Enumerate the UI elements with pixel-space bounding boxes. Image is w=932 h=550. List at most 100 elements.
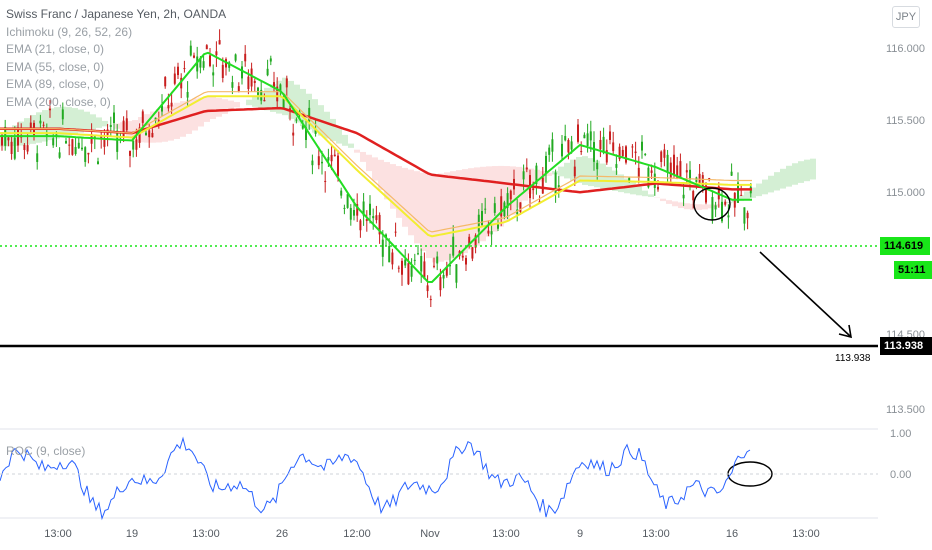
candle-body <box>253 80 256 84</box>
candle-body <box>468 236 471 245</box>
cloud-segment <box>84 111 90 132</box>
currency-badge[interactable]: JPY <box>892 6 920 28</box>
candle-body <box>436 256 439 264</box>
candle-body <box>385 234 387 238</box>
ema-lines <box>0 51 752 284</box>
symbol-title[interactable]: Swiss Franc / Japanese Yen, 2h, OANDA <box>6 7 227 21</box>
cloud-segment <box>756 183 762 197</box>
candle-body <box>397 267 400 269</box>
candle-body <box>58 152 61 158</box>
candle-body <box>724 201 727 205</box>
roc-axis-label: 1.00 <box>890 428 911 440</box>
legend-ema-55[interactable]: EMA (55, close, 0) <box>6 59 105 74</box>
candle-body <box>13 137 16 159</box>
cloud-segment <box>708 204 714 209</box>
candle-body <box>359 220 362 231</box>
legend-ema-21[interactable]: EMA (21, close, 0) <box>6 42 105 56</box>
cloud-segment <box>444 172 450 261</box>
candle-body <box>81 147 83 150</box>
candle-body <box>609 131 611 140</box>
candle-body <box>730 171 733 176</box>
candle-body <box>343 207 346 209</box>
time-label: Nov <box>420 528 440 540</box>
candle-body <box>465 258 467 265</box>
candle-body <box>583 134 586 139</box>
candle-body <box>596 162 599 170</box>
cloud-segment <box>402 167 408 227</box>
candle-body <box>615 164 618 168</box>
candle-body <box>388 246 391 263</box>
cloud-segment <box>468 168 474 250</box>
candle-body <box>442 275 445 279</box>
candle-body <box>138 127 141 143</box>
cloud-segment <box>462 169 468 254</box>
cloud-segment <box>264 87 270 111</box>
candle-body <box>228 62 231 68</box>
cloud-segment <box>222 99 228 114</box>
candle-body <box>135 139 138 150</box>
candle-body <box>589 131 592 141</box>
cloud-segment <box>324 111 330 139</box>
cloud-segment <box>216 98 222 117</box>
cloud-segment <box>246 99 252 106</box>
time-label: 26 <box>276 528 288 540</box>
candle-body <box>148 130 151 138</box>
cloud-segment <box>696 204 702 210</box>
legend-ema-200[interactable]: EMA (200, close, 0) <box>6 94 111 109</box>
cloud-segment <box>810 158 816 180</box>
candle-body <box>685 170 688 173</box>
candle-body <box>599 139 602 150</box>
candle-body <box>551 139 554 152</box>
candle-body <box>36 153 39 162</box>
cloud-segment <box>768 175 774 193</box>
cloud-segment <box>330 118 336 142</box>
candle-body <box>548 147 551 155</box>
cloud-segment <box>804 159 810 182</box>
cloud-segment <box>300 88 306 127</box>
candle-body <box>711 197 714 220</box>
cloud-segment <box>798 161 804 183</box>
cloud-segment <box>672 201 678 207</box>
candle-body <box>129 150 131 156</box>
cloud-segment <box>522 167 528 201</box>
legend-ichimoku[interactable]: Ichimoku (9, 26, 52, 26) <box>6 24 133 39</box>
candle-body <box>577 124 579 142</box>
cloud-segment <box>270 84 276 112</box>
legend-ema-89[interactable]: EMA (89, close, 0) <box>6 77 105 91</box>
candle-body <box>602 136 605 153</box>
cloud-segment <box>234 102 240 108</box>
cloud-segment <box>714 204 720 207</box>
level-price-tag: 113.938 <box>880 337 932 355</box>
candle-body <box>407 263 410 285</box>
candle-body <box>695 177 698 182</box>
candle-body <box>525 167 528 170</box>
candle-body <box>564 136 567 141</box>
cloud-segment <box>486 166 492 237</box>
candle-body <box>100 136 103 138</box>
candle-body <box>689 169 691 179</box>
forecast-arrow[interactable] <box>759 251 851 337</box>
cloud-segment <box>786 165 792 187</box>
ema-89-line <box>0 91 752 233</box>
time-label: 19 <box>126 528 138 540</box>
cloud-segment <box>660 198 666 202</box>
candle-body <box>561 143 563 157</box>
crossover-ellipse[interactable] <box>693 187 731 221</box>
candle-body <box>177 66 179 76</box>
candle-body <box>269 58 272 62</box>
roc-legend[interactable]: ROC (9, close) <box>6 444 86 458</box>
candle-body <box>493 203 496 213</box>
cloud-segment <box>126 121 132 138</box>
candle-body <box>301 125 304 129</box>
candle-body <box>221 64 224 78</box>
candle-body <box>580 151 583 153</box>
candle-body <box>356 204 359 216</box>
ema-21-line <box>0 51 752 284</box>
candle-body <box>586 133 589 146</box>
candle-body <box>263 99 266 102</box>
candle-body <box>97 161 99 165</box>
candle-body <box>746 212 749 219</box>
candle-body <box>433 265 435 267</box>
candle-body <box>189 45 192 56</box>
candle-body <box>151 132 154 138</box>
